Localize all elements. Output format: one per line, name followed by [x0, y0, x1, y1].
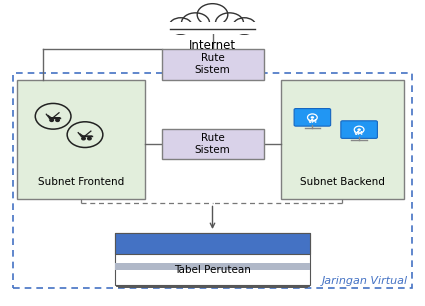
Text: Internet: Internet — [189, 39, 236, 52]
FancyBboxPatch shape — [116, 234, 309, 286]
Circle shape — [181, 13, 210, 33]
FancyBboxPatch shape — [115, 263, 310, 270]
Circle shape — [311, 116, 314, 119]
Circle shape — [50, 119, 54, 121]
Circle shape — [233, 18, 256, 34]
Circle shape — [215, 13, 244, 33]
Text: Jaringan Virtual: Jaringan Virtual — [322, 276, 408, 286]
Text: Rute
Sistem: Rute Sistem — [195, 54, 230, 75]
Text: Subnet Frontend: Subnet Frontend — [38, 177, 124, 187]
FancyBboxPatch shape — [166, 22, 259, 34]
Text: Subnet Backend: Subnet Backend — [300, 177, 385, 187]
Circle shape — [88, 137, 91, 140]
Circle shape — [82, 137, 85, 140]
FancyBboxPatch shape — [115, 233, 310, 254]
Circle shape — [56, 119, 60, 121]
FancyBboxPatch shape — [294, 109, 331, 126]
FancyBboxPatch shape — [17, 80, 144, 199]
Text: VM: VM — [354, 131, 364, 136]
Circle shape — [197, 4, 228, 26]
FancyBboxPatch shape — [341, 121, 377, 138]
FancyBboxPatch shape — [115, 233, 310, 285]
Circle shape — [357, 129, 361, 131]
FancyBboxPatch shape — [280, 80, 404, 199]
FancyBboxPatch shape — [162, 129, 264, 159]
FancyBboxPatch shape — [118, 235, 307, 287]
Text: VM: VM — [308, 119, 317, 124]
Circle shape — [169, 18, 192, 34]
FancyBboxPatch shape — [162, 49, 264, 80]
Text: Rute
Sistem: Rute Sistem — [195, 133, 230, 155]
Text: Tabel Perutean: Tabel Perutean — [174, 265, 251, 275]
